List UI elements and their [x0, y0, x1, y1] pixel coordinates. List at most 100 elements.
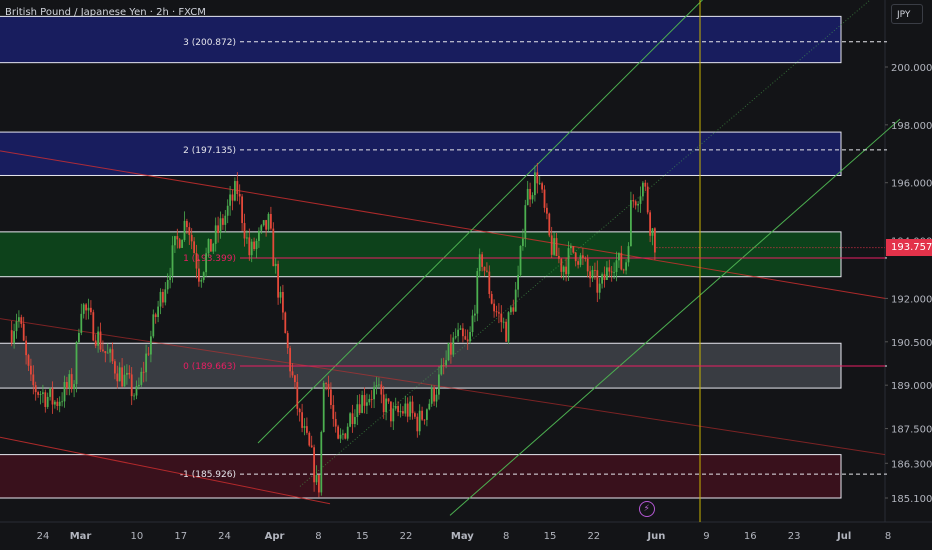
candle-body — [500, 313, 503, 323]
candle-body — [262, 220, 265, 226]
candle-body — [344, 433, 347, 439]
candle-body — [42, 392, 44, 394]
time-tick-label-14: 9 — [703, 531, 709, 542]
candle-body — [618, 252, 620, 261]
candle-body — [66, 382, 68, 389]
zone-red-4 — [0, 454, 842, 499]
candle-body — [632, 200, 635, 202]
candle-body — [558, 256, 560, 259]
candle-body — [546, 207, 548, 214]
candle-body — [394, 405, 397, 409]
candle-body — [358, 404, 361, 413]
candle-body — [310, 445, 313, 448]
candle-body — [620, 252, 623, 270]
candle-body — [104, 351, 107, 354]
lightning-event-icon[interactable]: ⚡ — [638, 501, 655, 517]
candle-body — [380, 384, 383, 395]
candle-body — [483, 266, 486, 271]
candle-body — [541, 183, 544, 190]
candle-body — [630, 200, 632, 247]
candle-body — [601, 274, 604, 284]
candle-body — [526, 188, 529, 206]
candle-body — [217, 225, 220, 233]
candle-body — [598, 283, 601, 293]
candle-body — [150, 336, 152, 355]
fib-label-3: 0 (189.663) — [183, 362, 236, 372]
candle-body — [210, 239, 212, 252]
candle-body — [133, 395, 136, 397]
candle-body — [22, 323, 25, 341]
candle-body — [351, 413, 354, 425]
candle-body — [270, 213, 272, 229]
candle-body — [265, 220, 268, 230]
candle-body — [346, 426, 349, 439]
candle-body — [481, 254, 484, 267]
candle-body — [349, 413, 352, 427]
candle-body — [646, 186, 649, 213]
candle-body — [495, 311, 498, 313]
candle-body — [56, 401, 59, 406]
candle-body — [162, 291, 164, 303]
candle-body — [438, 374, 440, 395]
candle-body — [464, 336, 467, 340]
candle-body — [152, 314, 155, 337]
time-tick-label-9: May — [451, 531, 474, 542]
candle-body — [174, 236, 176, 246]
candle-body — [190, 234, 193, 242]
candle-body — [385, 398, 388, 413]
price-tick-label-5: 189.000 — [891, 381, 932, 392]
candle-body — [325, 383, 328, 384]
candle-body — [54, 401, 56, 405]
candle-body — [582, 255, 584, 259]
candle-body — [198, 268, 200, 282]
currency-button[interactable]: JPY — [891, 4, 923, 24]
candle-body — [229, 194, 232, 206]
candle-body — [106, 352, 109, 354]
candle-body — [634, 201, 637, 206]
fib-label-2: 1 (193.399) — [183, 254, 236, 264]
candle-body — [140, 371, 143, 385]
candle-body — [92, 312, 95, 341]
candle-body — [553, 238, 556, 255]
candle-body — [226, 205, 229, 216]
chart-title: British Pound / Japanese Yen · 2h · FXCM — [5, 7, 206, 18]
candle-body — [224, 215, 227, 225]
time-tick-label-18: 8 — [885, 531, 891, 542]
candle-body — [214, 225, 217, 244]
candle-body — [327, 383, 330, 390]
candle-body — [572, 246, 575, 253]
candle-body — [121, 367, 124, 387]
candle-body — [476, 271, 479, 314]
candle-body — [330, 389, 332, 406]
candle-body — [406, 403, 409, 417]
candle-body — [212, 243, 215, 252]
time-tick-label-2: 10 — [131, 531, 144, 542]
candle-body — [34, 385, 37, 393]
candle-body — [402, 411, 404, 414]
candle-body — [435, 394, 438, 402]
price-tick-label-6: 187.500 — [891, 425, 932, 436]
candle-body — [78, 332, 80, 343]
time-tick-label-15: 16 — [744, 531, 757, 542]
candle-body — [236, 181, 239, 195]
candle-body — [118, 367, 121, 382]
candle-body — [294, 375, 296, 383]
candle-body — [138, 384, 140, 387]
candle-body — [361, 395, 364, 413]
candle-body — [58, 401, 61, 406]
candle-body — [440, 365, 443, 375]
candle-body — [37, 392, 40, 395]
candle-body — [457, 329, 460, 337]
candle-body — [447, 343, 450, 361]
candle-body — [570, 246, 572, 249]
candle-body — [562, 266, 565, 272]
fib-label-1: 2 (197.135) — [183, 146, 236, 156]
candle-body — [342, 433, 344, 435]
candle-body — [469, 332, 472, 342]
candle-body — [512, 307, 515, 312]
candle-body — [109, 349, 112, 353]
candle-body — [147, 353, 150, 355]
candle-body — [159, 291, 162, 307]
candle-body — [298, 408, 301, 413]
